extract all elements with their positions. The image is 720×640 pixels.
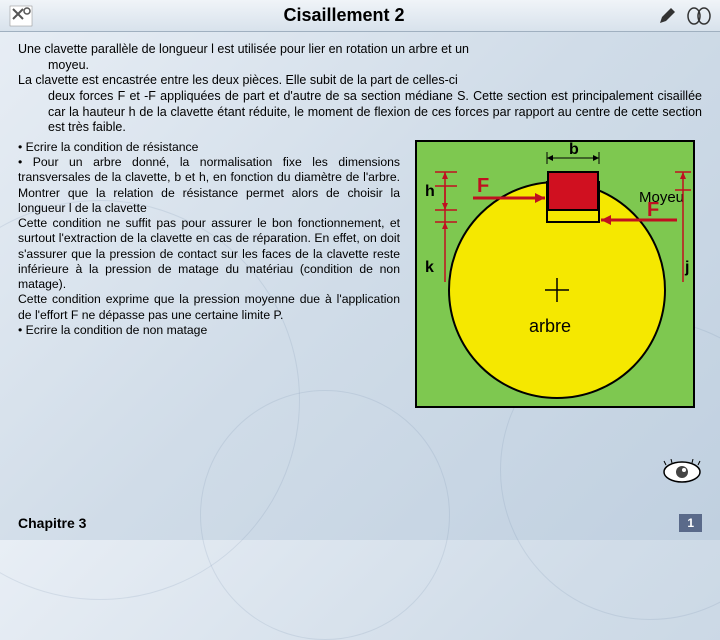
pencil-icon[interactable]	[654, 4, 680, 28]
intro-p1-rest: moyeu.	[18, 58, 702, 74]
intro-p1-first: Une clavette parallèle de longueur l est…	[18, 42, 469, 56]
chapter-label: Chapitre 3	[18, 515, 86, 531]
footer: Chapitre 3 1	[0, 514, 720, 532]
bullet-3: Cette condition ne suffit pas pour assur…	[18, 216, 400, 292]
page-number: 1	[679, 514, 702, 532]
page-title: Cisaillement 2	[283, 5, 404, 26]
bullet-5: • Ecrire la condition de non matage	[18, 323, 400, 338]
technical-diagram: b arbre Moyeu	[415, 140, 695, 408]
bullet-4: Cette condition exprime que la pression …	[18, 292, 400, 323]
svg-text:h: h	[425, 183, 435, 200]
eye-icon[interactable]	[662, 459, 702, 490]
svg-text:j: j	[684, 259, 689, 276]
svg-text:Moyeu: Moyeu	[639, 189, 684, 206]
intro-p2-rest: deux forces F et -F appliquées de part e…	[18, 89, 702, 136]
svg-text:F: F	[477, 175, 489, 197]
header-bar: Cisaillement 2	[0, 0, 720, 32]
svg-text:b: b	[569, 142, 579, 158]
bullet-1: • Ecrire la condition de résistance	[18, 140, 400, 155]
bullet-2: • Pour un arbre donné, la normalisation …	[18, 155, 400, 216]
bullet-list: • Ecrire la condition de résistance • Po…	[18, 140, 400, 338]
svg-text:k: k	[425, 259, 434, 276]
tools-icon[interactable]	[8, 4, 34, 28]
content-area: Une clavette parallèle de longueur l est…	[0, 32, 720, 408]
loop-icon[interactable]	[686, 4, 712, 28]
svg-text:arbre: arbre	[529, 316, 571, 336]
svg-text:F: F	[647, 199, 659, 221]
intro-text: Une clavette parallèle de longueur l est…	[18, 42, 702, 136]
intro-p2-first: La clavette est encastrée entre les deux…	[18, 73, 458, 87]
